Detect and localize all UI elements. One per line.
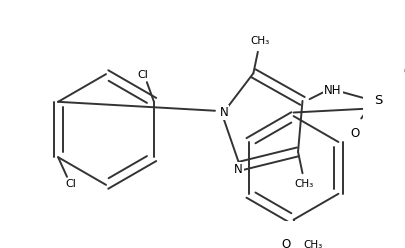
Text: N: N	[219, 106, 228, 119]
Text: NH: NH	[323, 84, 341, 97]
Text: Cl: Cl	[137, 70, 148, 80]
Text: CH₃: CH₃	[249, 36, 269, 46]
Text: O: O	[281, 238, 290, 248]
Text: CH₃: CH₃	[303, 240, 322, 248]
Text: O: O	[350, 126, 359, 140]
Text: S: S	[373, 94, 382, 107]
Text: CH₃: CH₃	[294, 179, 313, 189]
Text: N: N	[233, 163, 242, 176]
Text: O: O	[402, 65, 405, 78]
Text: Cl: Cl	[65, 179, 76, 189]
